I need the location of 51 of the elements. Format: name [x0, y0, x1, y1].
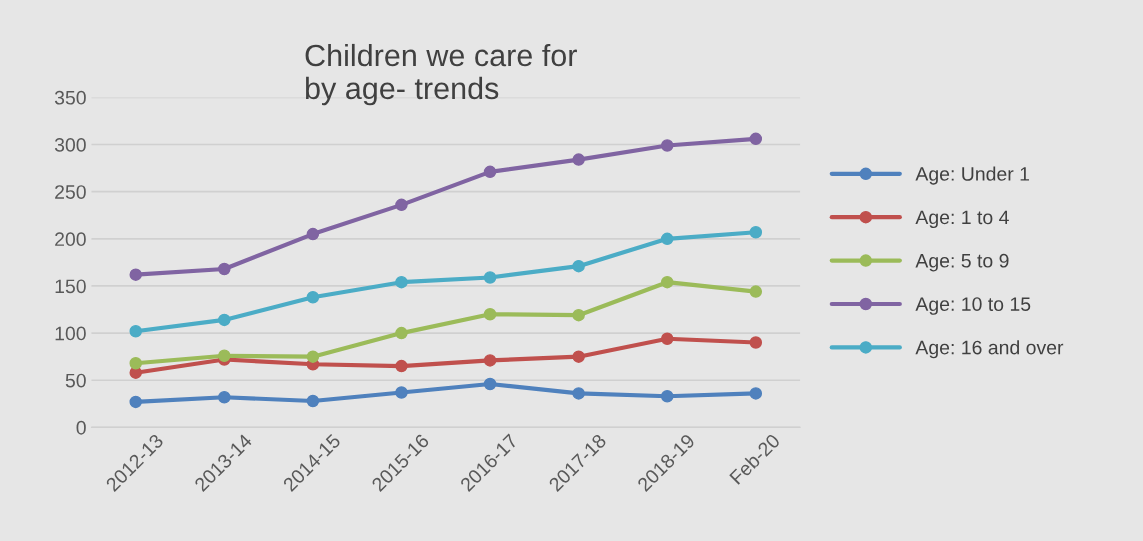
point	[660, 139, 674, 152]
point	[483, 354, 497, 367]
point	[483, 271, 497, 284]
point	[129, 268, 142, 281]
point	[483, 377, 497, 391]
point	[660, 390, 674, 403]
point	[749, 285, 763, 298]
point	[306, 227, 320, 241]
y-tick-label: 350	[54, 90, 86, 105]
chart-title: Children we care for by age- trends	[305, 43, 577, 106]
legend-label: Age: Under 1	[915, 166, 1030, 185]
point	[660, 332, 674, 346]
point	[129, 324, 142, 338]
point	[660, 275, 674, 289]
point	[395, 275, 408, 289]
point	[660, 232, 674, 246]
point	[483, 307, 497, 321]
y-tick-label: 200	[55, 232, 86, 247]
point	[483, 165, 497, 179]
y-tick-label: 150	[55, 279, 86, 294]
point	[749, 225, 763, 239]
point	[572, 259, 585, 273]
point	[572, 350, 585, 363]
legend-label: Age: 5 to 9	[915, 253, 1009, 272]
point	[572, 387, 585, 400]
point	[749, 336, 763, 349]
point	[395, 359, 408, 373]
point	[572, 153, 585, 166]
point	[572, 308, 585, 322]
point	[306, 394, 320, 408]
point	[749, 132, 763, 146]
y-tick-label: 250	[55, 185, 86, 199]
point	[129, 395, 142, 409]
point	[306, 350, 320, 363]
y-tick-label: 100	[55, 326, 86, 341]
point	[129, 357, 142, 370]
point	[306, 291, 320, 304]
point	[218, 313, 231, 327]
legend-label: Age: 10 to 15	[915, 297, 1031, 315]
point	[749, 387, 763, 400]
legend-label: Age: 16 and over	[915, 340, 1064, 359]
point	[395, 386, 408, 399]
point	[395, 198, 408, 212]
point	[395, 326, 408, 340]
point	[218, 349, 231, 362]
y-tick-label: 50	[65, 373, 86, 388]
point	[218, 262, 231, 276]
y-tick-label: 0	[76, 420, 86, 435]
point	[218, 390, 231, 404]
legend-label: Age: 1 to 4	[915, 210, 1009, 229]
y-tick-label: 300	[54, 137, 86, 152]
